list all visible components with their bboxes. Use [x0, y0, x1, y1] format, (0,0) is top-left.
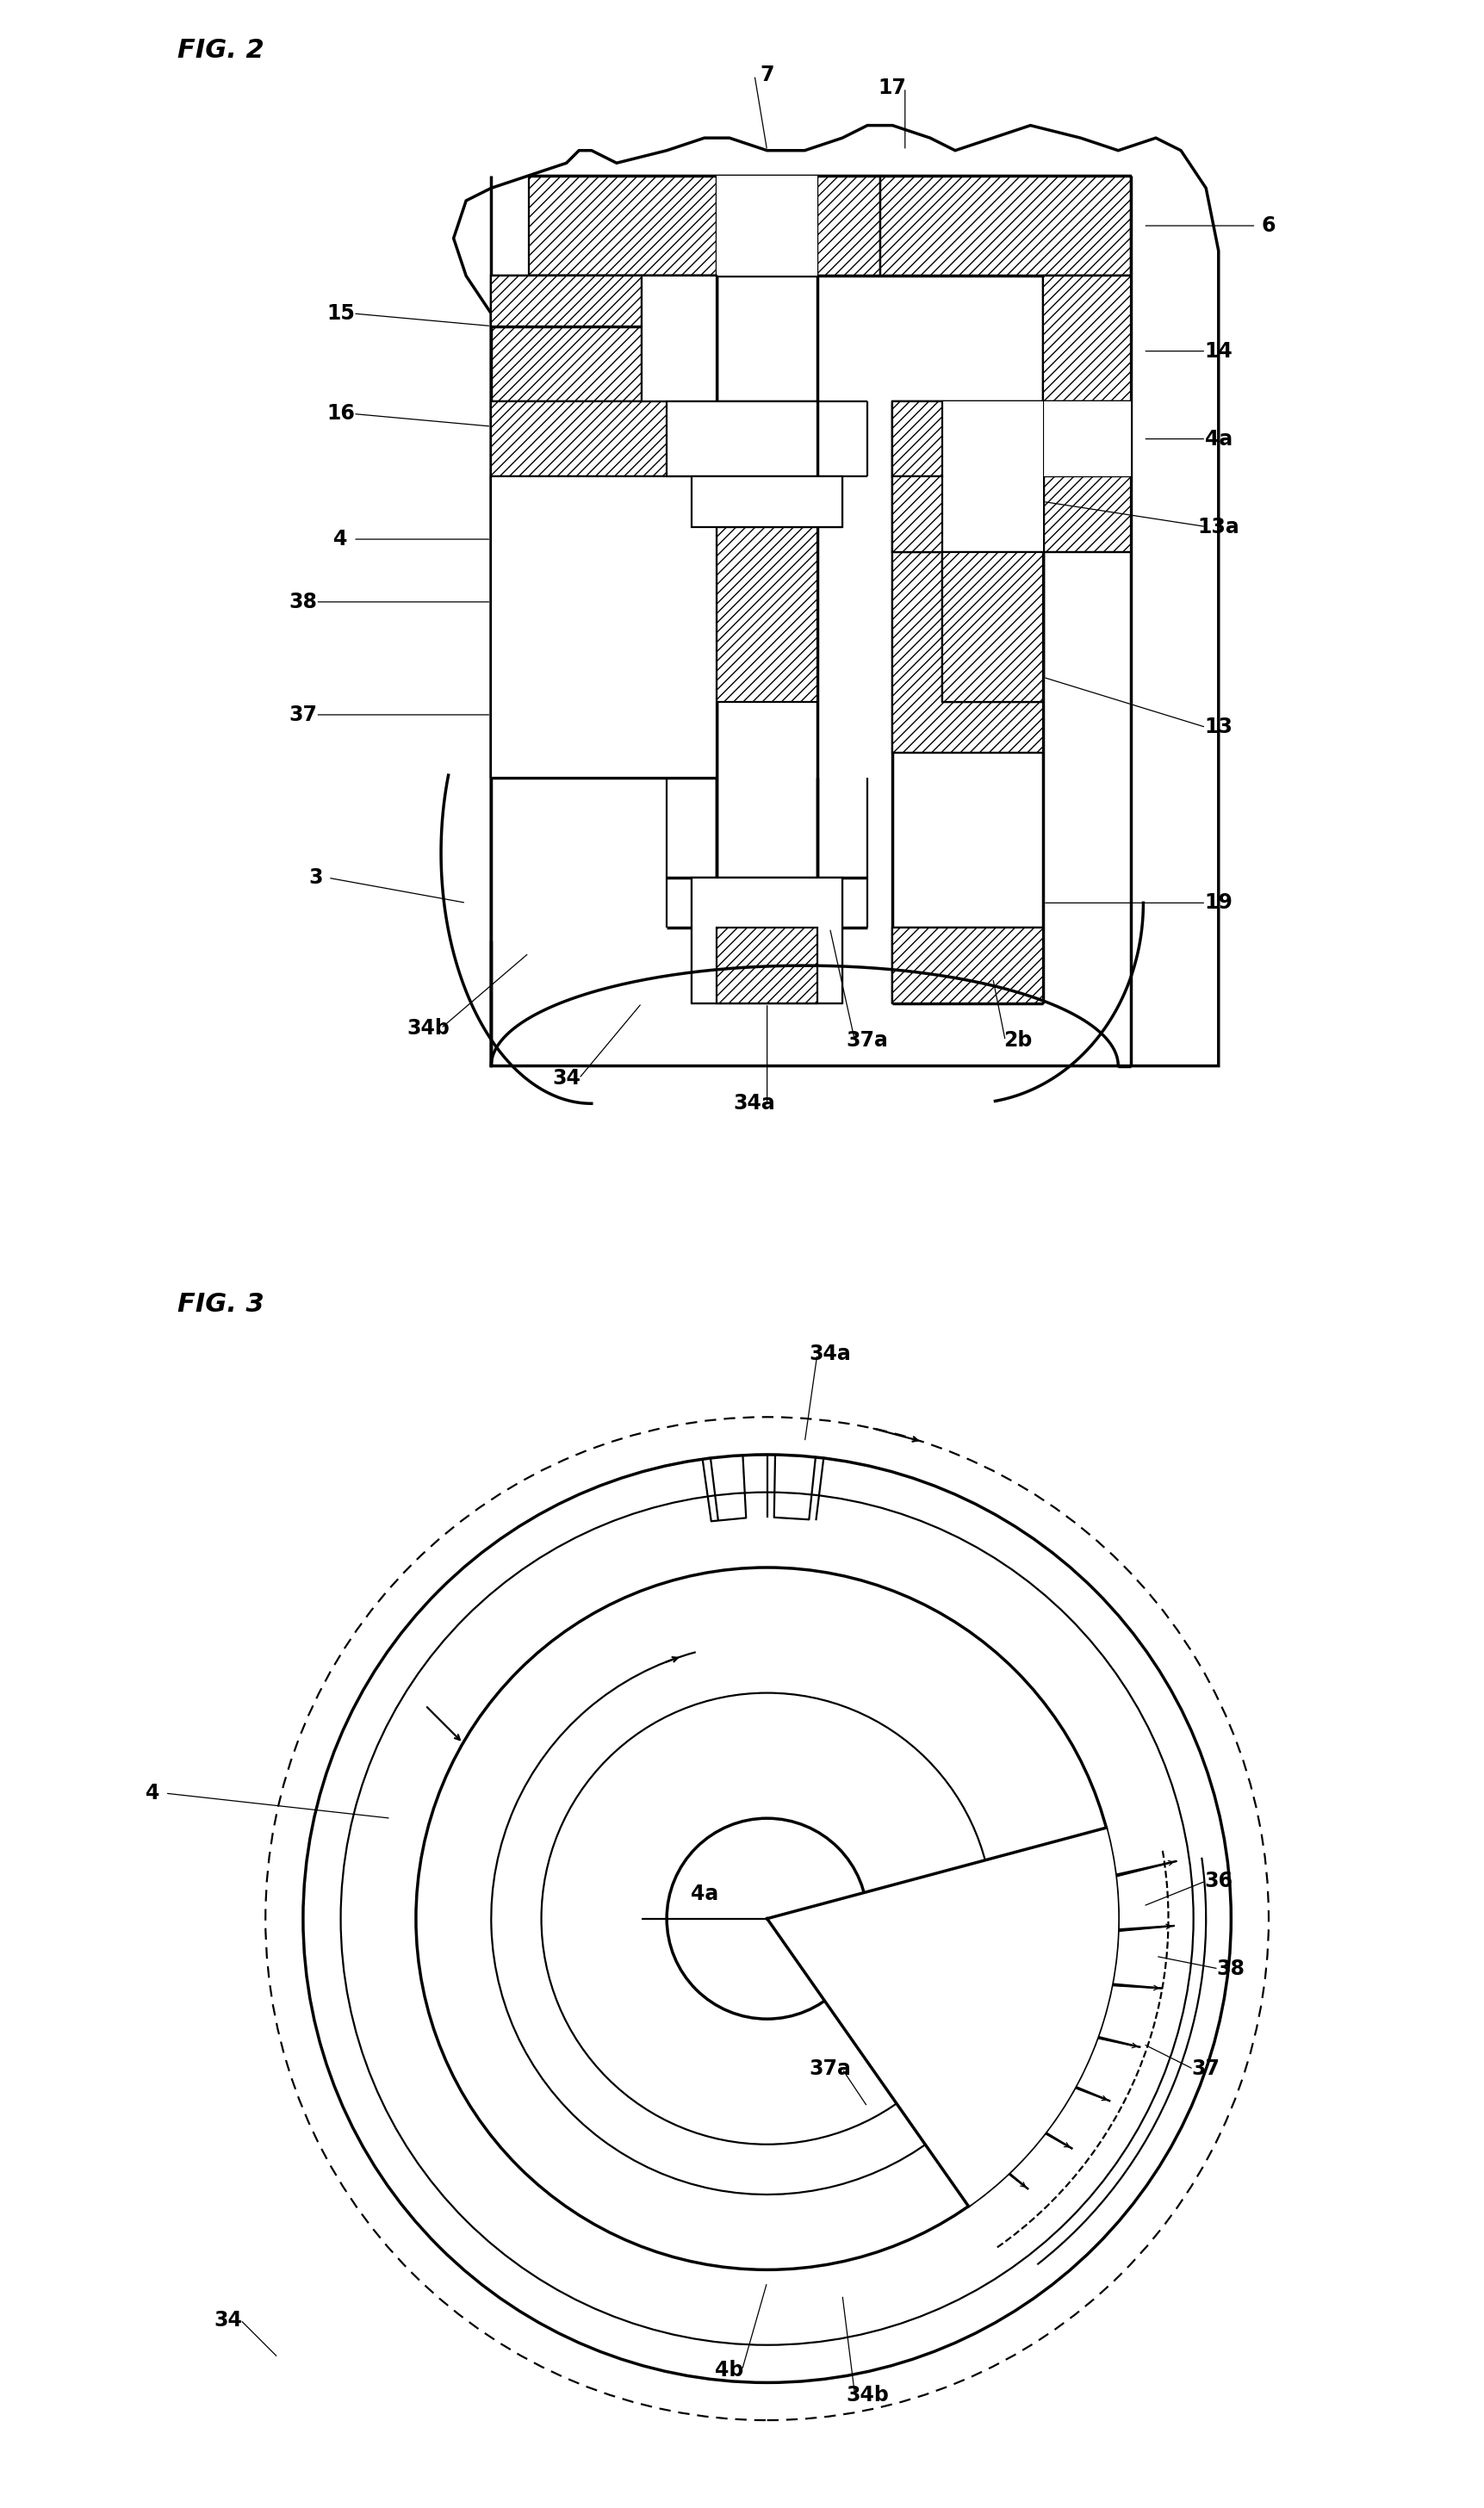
Text: 4a: 4a [1205, 429, 1232, 449]
Text: 14: 14 [1205, 341, 1233, 361]
Bar [666, 401, 818, 477]
Bar [491, 477, 717, 777]
Text: 37a: 37a [846, 1031, 889, 1051]
Bar [892, 552, 1043, 752]
Bar [692, 477, 843, 527]
Bar [692, 878, 843, 1003]
Bar [717, 928, 818, 1003]
Text: 15: 15 [326, 303, 355, 324]
Text: FIG. 3: FIG. 3 [178, 1292, 264, 1317]
Polygon shape [767, 1828, 1119, 2207]
Text: FIG. 2: FIG. 2 [178, 38, 264, 63]
Bar [491, 276, 641, 326]
Bar [641, 276, 717, 401]
Bar [942, 552, 1043, 702]
Text: 4: 4 [145, 1783, 160, 1803]
Bar [892, 477, 942, 552]
Text: 4a: 4a [690, 1884, 718, 1904]
Text: 3: 3 [309, 868, 322, 888]
Bar [1043, 401, 1131, 552]
Polygon shape [454, 125, 1218, 1066]
Bar [892, 401, 1043, 552]
Text: 6: 6 [1261, 216, 1276, 236]
Bar [491, 401, 717, 477]
Text: 38: 38 [289, 592, 318, 612]
Text: 34b: 34b [407, 1018, 450, 1038]
Text: 34: 34 [552, 1068, 580, 1088]
Text: 37: 37 [1192, 2059, 1220, 2079]
Text: 7: 7 [760, 65, 775, 85]
Text: 13a: 13a [1198, 517, 1239, 537]
Bar [717, 176, 818, 276]
Text: 19: 19 [1205, 893, 1233, 913]
Bar [892, 928, 1043, 1003]
Text: 38: 38 [1217, 1959, 1245, 1979]
Text: 34: 34 [214, 2310, 242, 2330]
Bar [892, 401, 1043, 477]
Text: 4b: 4b [715, 2360, 743, 2380]
Text: 13: 13 [1205, 717, 1233, 737]
Text: 34a: 34a [809, 1344, 850, 1364]
Bar [717, 401, 818, 527]
Text: 2b: 2b [1003, 1031, 1033, 1051]
Bar [942, 552, 1043, 702]
Bar [942, 401, 1043, 552]
Bar [892, 401, 942, 477]
Text: 4: 4 [334, 529, 347, 549]
Bar [717, 527, 818, 702]
Text: 16: 16 [326, 404, 355, 424]
Text: 34a: 34a [733, 1093, 776, 1114]
Bar [880, 176, 1131, 276]
Text: 17: 17 [879, 78, 907, 98]
Text: 34b: 34b [846, 2385, 889, 2405]
Bar [491, 276, 717, 477]
Text: 37a: 37a [809, 2059, 850, 2079]
Bar [1043, 401, 1131, 477]
Text: 37: 37 [289, 705, 318, 725]
Bar [1043, 276, 1131, 401]
Text: 36: 36 [1205, 1871, 1233, 1891]
Bar [528, 176, 880, 276]
